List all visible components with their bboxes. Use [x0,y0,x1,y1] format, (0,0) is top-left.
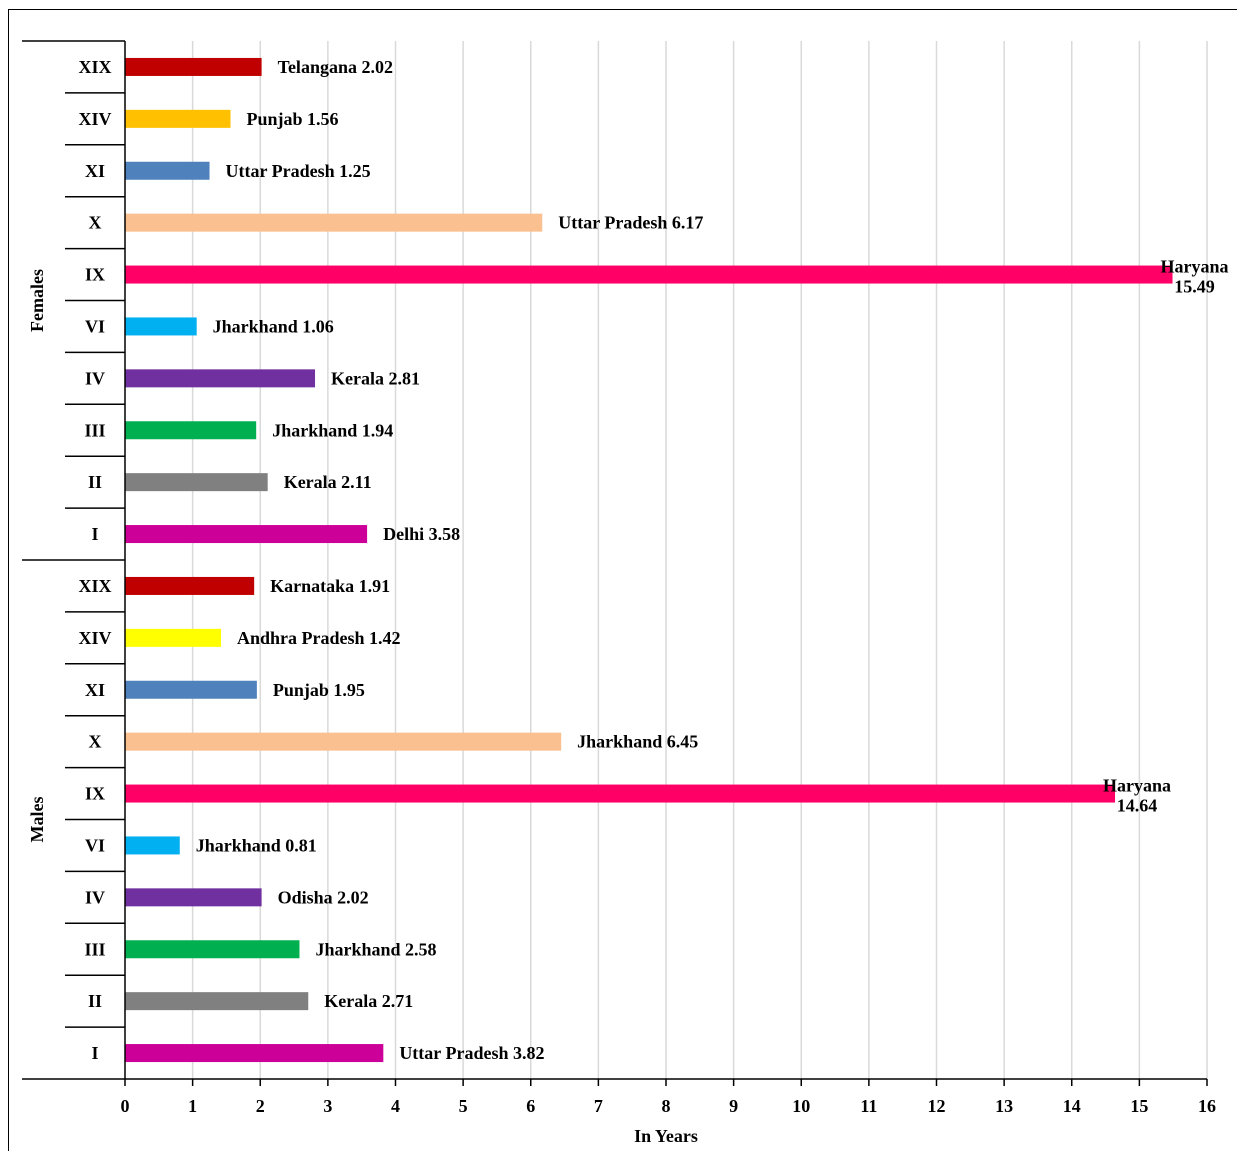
bar [125,421,257,440]
category-label: II [88,472,102,492]
category-label: IX [85,265,105,285]
data-label: Jharkhand 0.81 [196,835,317,855]
category-label: XIV [78,628,111,648]
bar [125,940,300,959]
category-label: XIV [78,109,111,129]
gridlines [191,41,1208,1079]
category-label: XI [85,680,105,700]
x-tick-label: 10 [792,1096,810,1116]
bar [125,576,255,595]
bars [125,57,1173,1063]
bar [125,57,262,76]
bar [125,213,543,232]
data-label: Haryana 15.49 [1161,257,1229,297]
category-label: VI [85,835,105,855]
category-label: II [88,991,102,1011]
data-label: Uttar Pradesh 6.17 [558,213,703,233]
category-label: VI [85,316,105,336]
bar [125,992,309,1011]
bar [125,525,368,544]
bar [125,836,180,855]
data-label: Uttar Pradesh 3.82 [399,1043,544,1063]
x-tick-label: 16 [1198,1096,1216,1116]
category-label: III [84,939,105,959]
data-label: Punjab 1.56 [246,109,338,129]
data-label: Odisha 2.02 [278,887,369,907]
data-label: Jharkhand 2.58 [315,939,436,959]
x-axis-title: In Years [634,1126,698,1146]
x-tick-label: 8 [662,1096,671,1116]
category-label: I [91,1043,98,1063]
data-label: Kerala 2.11 [284,472,372,492]
category-label: IX [85,784,105,804]
x-tick-label: 11 [860,1096,877,1116]
x-tick-label: 14 [1063,1096,1081,1116]
bar [125,265,1173,284]
x-tick-label: 2 [256,1096,265,1116]
x-tick-label: 6 [526,1096,535,1116]
bar [125,628,222,647]
x-tick-label: 12 [928,1096,946,1116]
bar [125,473,268,492]
x-tick-label: 13 [995,1096,1013,1116]
category-label: X [89,732,102,752]
bar [125,888,262,907]
category-label: XIX [78,57,111,77]
data-label: Jharkhand 1.94 [272,420,393,440]
x-tick-label: 1 [188,1096,197,1116]
bar [125,784,1116,803]
bar [125,161,210,180]
category-label: XI [85,161,105,181]
x-tick-label: 15 [1130,1096,1148,1116]
data-label: Andhra Pradesh 1.42 [237,628,401,648]
group-label: Females [27,269,47,332]
data-label: Kerala 2.71 [324,991,413,1011]
bar [125,732,562,751]
data-label: Punjab 1.95 [273,680,365,700]
bar [125,109,231,128]
category-label: XIX [78,576,111,596]
x-tick-label: 9 [729,1096,738,1116]
data-label: Uttar Pradesh 1.25 [226,161,371,181]
bar [125,317,197,336]
chart-frame [8,9,1237,1151]
category-label: IV [85,368,105,388]
category-label: III [84,420,105,440]
category-label: X [89,213,102,233]
x-tick-label: 7 [594,1096,603,1116]
bar [125,680,257,699]
data-labels: Telangana 2.02 Punjab 1.56 Uttar Pradesh 1… [196,57,1229,1063]
category-label: IV [85,887,105,907]
data-label: Haryana 14.64 [1103,776,1171,816]
data-label: Jharkhand 1.06 [213,316,334,336]
data-label: Karnataka 1.91 [270,576,390,596]
data-label: Kerala 2.81 [331,368,420,388]
group-label: Males [27,797,47,843]
bar [125,369,316,388]
data-label: Delhi 3.58 [383,524,460,544]
category-label: I [91,524,98,544]
x-tick-label: 5 [459,1096,468,1116]
data-label: Jharkhand 6.45 [577,732,698,752]
data-label: Telangana 2.02 [278,57,393,77]
x-tick-label: 0 [121,1096,130,1116]
x-tick-label: 4 [391,1096,400,1116]
x-tick-label: 3 [323,1096,332,1116]
axes: 0 1 2 3 4 5 6 7 8 9 10 11 12 13 14 15 16XIXXIVXIXIXVIIVI… [22,40,1216,1116]
bar [125,1044,384,1063]
